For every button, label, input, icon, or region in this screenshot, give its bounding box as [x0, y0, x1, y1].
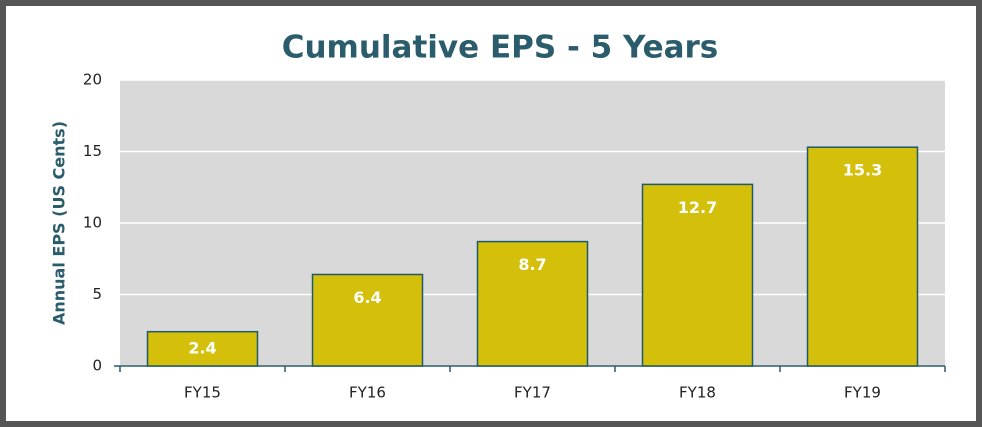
data-label: 6.4	[353, 288, 381, 307]
x-tick-label: FY17	[514, 384, 551, 402]
y-tick-label: 10	[83, 214, 102, 232]
x-tick-label: FY16	[349, 384, 386, 402]
y-tick-label: 15	[83, 142, 102, 160]
bar	[641, 183, 754, 367]
data-label: 15.3	[843, 161, 882, 180]
y-axis-label: Annual EPS (US Cents)	[50, 121, 69, 325]
x-tick-label: FY19	[844, 384, 881, 402]
data-label: 8.7	[518, 255, 546, 274]
data-label: 12.7	[678, 198, 717, 217]
y-tick-label: 0	[92, 357, 102, 375]
x-tick-label: FY15	[184, 384, 221, 402]
y-tick-label: 5	[92, 285, 102, 303]
bar	[146, 330, 259, 367]
chart-title: Cumulative EPS - 5 Years	[282, 30, 719, 66]
bar	[311, 273, 424, 367]
data-label: 2.4	[188, 338, 216, 357]
bar	[806, 146, 919, 367]
y-tick-label: 20	[83, 71, 102, 89]
bar	[476, 240, 589, 367]
x-tick-label: FY18	[679, 384, 716, 402]
